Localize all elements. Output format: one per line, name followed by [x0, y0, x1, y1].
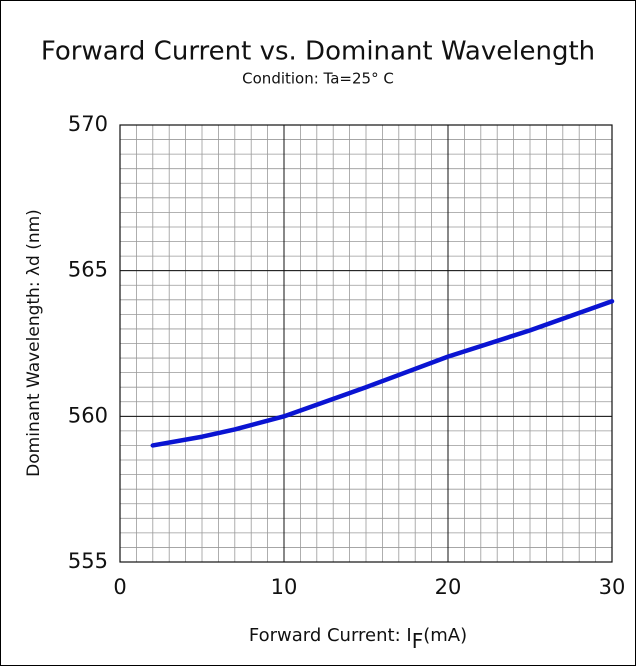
data-line	[150, 299, 615, 448]
y-tick-label: 555	[68, 549, 108, 573]
x-tick-label: 0	[113, 575, 126, 599]
x-axis-label-suffix: (mA)	[423, 625, 467, 646]
x-axis-label: Forward Current: IF(mA)	[249, 625, 467, 653]
y-axis-label: Dominant Wavelength: λd (nm)	[24, 209, 44, 477]
chart-title: Forward Current vs. Dominant Wavelength	[41, 37, 595, 67]
x-tick-label: 20	[435, 575, 462, 599]
y-tick-label: 570	[68, 112, 108, 136]
x-axis-label-subscript: F	[412, 629, 424, 653]
y-tick-label: 560	[68, 403, 108, 427]
plot-area	[119, 124, 613, 563]
x-tick-label: 30	[599, 575, 626, 599]
x-tick-label: 10	[271, 575, 298, 599]
x-axis-label-text: Forward Current: I	[249, 625, 412, 646]
y-tick-label: 565	[68, 258, 108, 282]
chart-subtitle: Condition: Ta=25° C	[242, 70, 394, 88]
